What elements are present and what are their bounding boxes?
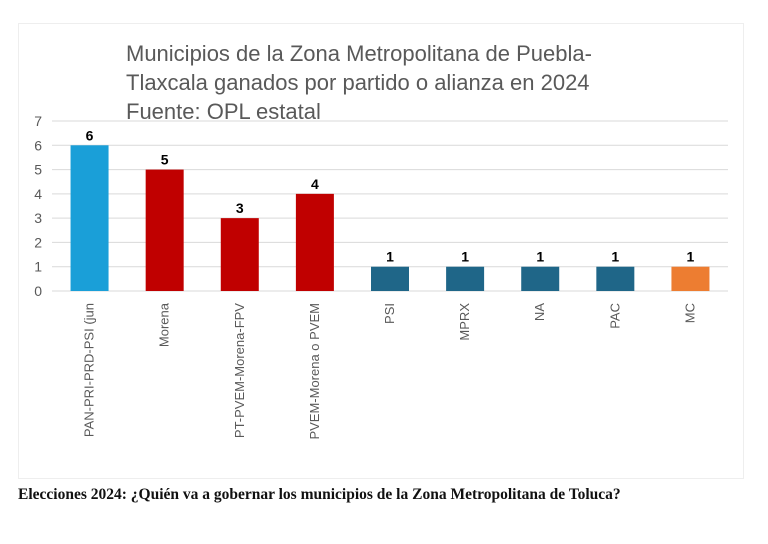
- x-category-label: PVEM-Morena o PVEM: [307, 303, 322, 440]
- bar[interactable]: [371, 266, 409, 291]
- x-category-label: PT-PVEM-Morena-FPV: [232, 303, 247, 438]
- bar[interactable]: [70, 145, 109, 291]
- data-label: 1: [386, 249, 394, 265]
- x-category-label: NA: [532, 303, 547, 321]
- x-category-label: PSI: [382, 303, 397, 324]
- bar[interactable]: [295, 193, 334, 291]
- bar[interactable]: [446, 266, 485, 291]
- data-label: 1: [461, 249, 469, 265]
- y-tick-label: 1: [34, 259, 42, 275]
- chart-frame: [18, 23, 744, 479]
- x-category-label: PAC: [607, 303, 622, 329]
- data-label: 3: [236, 200, 244, 216]
- y-tick-label: 5: [34, 162, 42, 178]
- x-category-label: Morena: [157, 302, 172, 347]
- bar-chart: Municipios de la Zona Metropolitana de P…: [34, 41, 728, 440]
- y-tick-label: 6: [34, 137, 42, 153]
- y-tick-label: 3: [34, 210, 42, 226]
- chart-title-line: Fuente: OPL estatal: [126, 99, 321, 124]
- x-axis-labels: PAN-PRI-PRD-PSI (jun Morena PT-PVEM-Morena…: [82, 302, 698, 439]
- y-axis-ticks: 0 1 2 3 4 5 6 7: [34, 113, 42, 299]
- data-label: 1: [611, 249, 619, 265]
- article-caption[interactable]: Elecciones 2024: ¿Quién va a gobernar lo…: [18, 486, 621, 503]
- x-category-label: MPRX: [457, 303, 472, 341]
- data-label: 5: [161, 152, 169, 168]
- data-label: 1: [536, 249, 544, 265]
- chart-title-line: Municipios de la Zona Metropolitana de P…: [126, 41, 592, 66]
- y-tick-label: 2: [34, 234, 42, 250]
- bars: [70, 145, 710, 291]
- x-category-label: MC: [682, 303, 697, 323]
- chart-title: Municipios de la Zona Metropolitana de P…: [126, 41, 592, 124]
- data-labels: 6 5 3 4 1 1 1 1 1: [86, 127, 695, 264]
- bar[interactable]: [596, 266, 635, 291]
- bar[interactable]: [220, 218, 259, 291]
- bar[interactable]: [145, 169, 184, 291]
- chart-title-line: Tlaxcala ganados por partido o alianza e…: [126, 70, 590, 95]
- data-label: 4: [311, 176, 319, 192]
- data-label: 6: [86, 127, 94, 143]
- bar[interactable]: [521, 266, 560, 291]
- y-tick-label: 4: [34, 186, 42, 202]
- y-tick-label: 0: [34, 283, 42, 299]
- y-tick-label: 7: [34, 113, 42, 129]
- x-category-label: PAN-PRI-PRD-PSI (jun: [82, 303, 97, 437]
- bar[interactable]: [671, 266, 710, 291]
- data-label: 1: [687, 249, 695, 265]
